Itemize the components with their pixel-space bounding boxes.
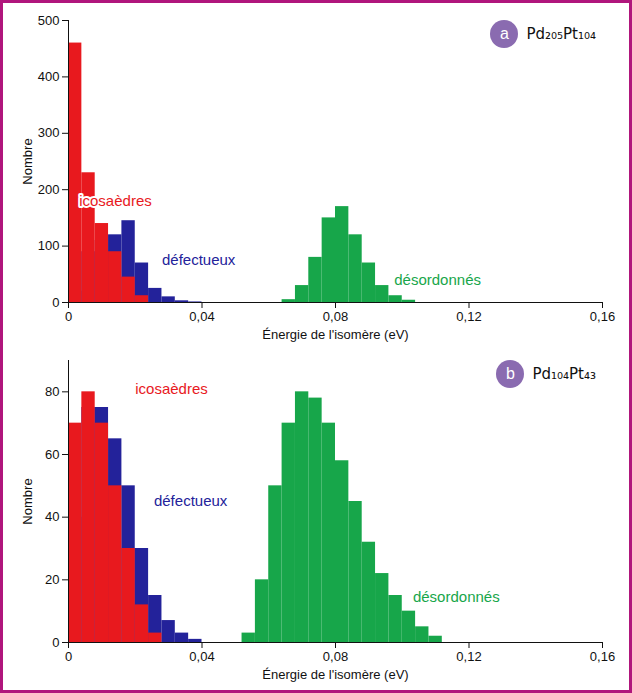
- svg-text:20: 20: [45, 572, 59, 587]
- svg-text:Énergie de l'isomère (eV): Énergie de l'isomère (eV): [262, 667, 408, 682]
- svg-text:Énergie de l'isomère (eV): Énergie de l'isomère (eV): [262, 327, 408, 342]
- svg-text:80: 80: [45, 384, 59, 399]
- svg-text:défectueux: défectueux: [162, 251, 236, 268]
- svg-text:0,16: 0,16: [590, 649, 615, 664]
- html-text:a: a: [500, 25, 509, 42]
- svg-text:500: 500: [38, 13, 60, 28]
- svg-text:300: 300: [38, 125, 60, 140]
- svg-text:0,16: 0,16: [590, 309, 615, 324]
- svg-text:400: 400: [38, 69, 60, 84]
- svg-text:désordonnés: désordonnés: [394, 271, 481, 288]
- html-text:Pd₁₀₄Pt₄₃: Pd₁₀₄Pt₄₃: [532, 365, 596, 383]
- svg-text:0,08: 0,08: [323, 309, 348, 324]
- html-text:b: b: [506, 365, 515, 382]
- svg-text:0,04: 0,04: [189, 649, 214, 664]
- svg-text:0: 0: [52, 635, 59, 650]
- svg-text:40: 40: [45, 509, 59, 524]
- html-text:Pd₂₀₅Pt₁₀₄: Pd₂₀₅Pt₁₀₄: [526, 25, 596, 43]
- svg-text:icosaèdres: icosaèdres: [135, 380, 208, 397]
- svg-text:0,12: 0,12: [456, 309, 481, 324]
- svg-text:200: 200: [38, 182, 60, 197]
- svg-text:60: 60: [45, 447, 59, 462]
- svg-text:désordonnés: désordonnés: [413, 588, 500, 605]
- svg-text:icosaèdres: icosaèdres: [79, 192, 152, 209]
- svg-text:0,04: 0,04: [189, 309, 214, 324]
- svg-text:défectueux: défectueux: [154, 492, 228, 509]
- svg-text:0: 0: [52, 295, 59, 310]
- svg-text:0: 0: [65, 309, 72, 324]
- svg-text:0,12: 0,12: [456, 649, 481, 664]
- svg-text:Nombre: Nombre: [20, 138, 35, 184]
- svg-text:Nombre: Nombre: [20, 478, 35, 524]
- svg-text:0,08: 0,08: [323, 649, 348, 664]
- svg-text:100: 100: [38, 238, 60, 253]
- svg-text:0: 0: [65, 649, 72, 664]
